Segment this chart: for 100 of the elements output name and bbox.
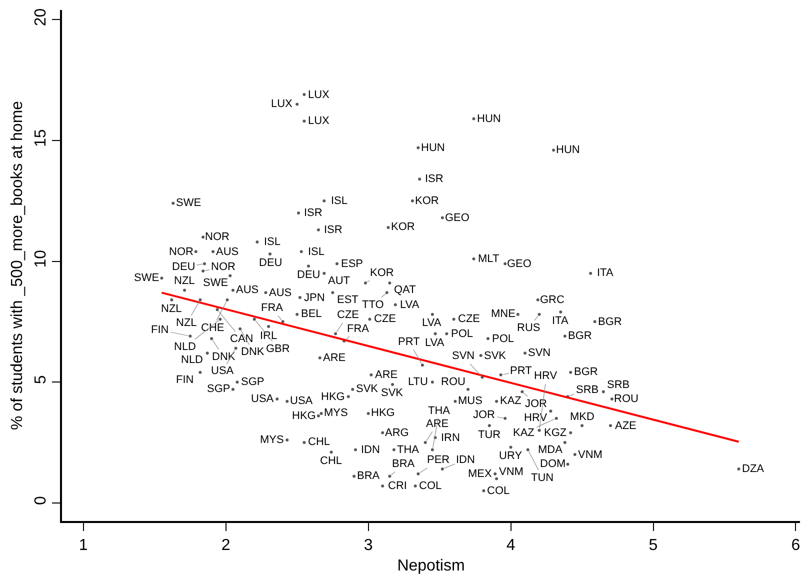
x-tick-label: 5	[648, 537, 658, 554]
data-label: NZL	[176, 317, 197, 329]
data-label: ITA	[597, 267, 614, 279]
data-label: VNM	[578, 449, 602, 461]
y-tick-label: 5	[32, 375, 50, 384]
data-label: NZL	[174, 275, 195, 287]
data-label: SRB	[576, 384, 599, 396]
data-label: HUN	[421, 142, 445, 154]
x-axis-title: Nepotism	[397, 557, 465, 574]
data-label: IRN	[441, 432, 460, 444]
data-label: HRV	[534, 370, 558, 382]
data-label: LUX	[271, 98, 294, 110]
data-label: POL	[492, 333, 514, 345]
data-label: HUN	[477, 113, 501, 125]
data-label: DOM	[540, 458, 566, 470]
data-label: LVA	[425, 337, 445, 349]
data-label: ISL	[308, 246, 325, 258]
data-label: ISL	[264, 236, 281, 248]
data-label: NLD	[181, 354, 204, 366]
data-label: SVK	[381, 387, 404, 399]
data-label: SVK	[356, 383, 379, 395]
data-label: FRA	[347, 323, 370, 335]
data-label: CZE	[374, 313, 396, 325]
data-label: ROU	[614, 393, 638, 405]
data-label: ISL	[331, 195, 348, 207]
data-label: USA	[290, 395, 314, 407]
data-label: CHL	[308, 436, 330, 448]
data-label: POL	[451, 328, 474, 340]
data-label: CRI	[388, 480, 407, 492]
data-label: ARE	[375, 369, 398, 381]
x-tick-label: 4	[506, 537, 516, 554]
data-label: LUX	[308, 89, 330, 101]
data-label: MUS	[458, 395, 482, 407]
data-label: KOR	[391, 221, 415, 233]
data-label: SGP	[207, 383, 230, 395]
data-label: HRV	[524, 412, 548, 424]
data-label: LTU	[408, 376, 428, 388]
data-label: NLD	[174, 341, 196, 353]
data-label: BGR	[598, 316, 622, 328]
x-tick-label: 3	[364, 537, 373, 554]
data-label: BGR	[574, 366, 598, 378]
data-label: AUT	[328, 275, 350, 287]
data-label: NOR	[205, 231, 230, 243]
data-label: JPN	[304, 292, 325, 304]
data-label: PER	[427, 454, 450, 466]
data-label: KGZ	[544, 427, 567, 439]
data-label: DNK	[241, 346, 265, 358]
data-label: SRB	[607, 379, 630, 391]
data-label: URY	[499, 450, 523, 462]
data-label: MNE	[491, 308, 516, 320]
data-label: MLT	[478, 253, 500, 265]
data-label: DEU	[259, 257, 282, 269]
data-label: HKG	[371, 407, 395, 419]
data-label: KAZ	[500, 395, 522, 407]
data-label: NOR	[211, 261, 236, 273]
data-label: USA	[251, 393, 274, 405]
data-label: SVK	[484, 350, 507, 362]
data-label: DEU	[172, 261, 196, 273]
data-label: MYS	[260, 434, 284, 446]
data-label: SVN	[528, 347, 551, 359]
data-label: TUR	[478, 429, 501, 441]
data-label: KOR	[415, 195, 439, 207]
data-label: KOR	[370, 267, 394, 279]
data-label: IDN	[361, 444, 380, 456]
data-label: MKD	[570, 411, 594, 423]
data-label: ARE	[323, 352, 346, 364]
data-label: FIN	[151, 324, 169, 336]
data-label: GEO	[507, 258, 532, 270]
x-tick-label: 2	[221, 537, 230, 554]
data-label: TUN	[531, 472, 554, 484]
data-label: IDN	[456, 454, 475, 466]
data-label: ITA	[552, 315, 569, 327]
data-label: AUS	[269, 287, 292, 299]
data-label: HKG	[292, 410, 316, 422]
data-label: CZE	[337, 309, 359, 321]
data-label: LUX	[308, 115, 330, 127]
data-label: DNK	[212, 351, 236, 363]
data-label: ISR	[324, 224, 342, 236]
data-label: PRT	[510, 365, 532, 377]
data-label: MDA	[538, 444, 564, 456]
data-label: GRC	[540, 294, 564, 306]
data-label: CZE	[458, 313, 480, 325]
data-label: QAT	[394, 284, 416, 296]
data-label: FRA	[261, 302, 284, 314]
data-label: BEL	[301, 308, 322, 320]
data-label: SWE	[176, 197, 202, 209]
data-label: GBR	[266, 343, 290, 355]
data-label: AUS	[236, 284, 259, 296]
x-tick-label: 6	[791, 537, 800, 554]
data-label: THA	[428, 405, 451, 417]
y-tick-label: 10	[32, 250, 50, 268]
data-label: MEX	[468, 468, 492, 480]
data-label: PRT	[398, 336, 420, 348]
data-label: ARG	[385, 427, 409, 439]
data-label: LVA	[400, 299, 420, 311]
data-label: COL	[487, 485, 510, 497]
data-label: CHL	[320, 455, 342, 467]
data-label: NOR	[169, 246, 194, 258]
data-label: CAN	[230, 333, 254, 345]
x-tick-label: 1	[78, 537, 88, 554]
